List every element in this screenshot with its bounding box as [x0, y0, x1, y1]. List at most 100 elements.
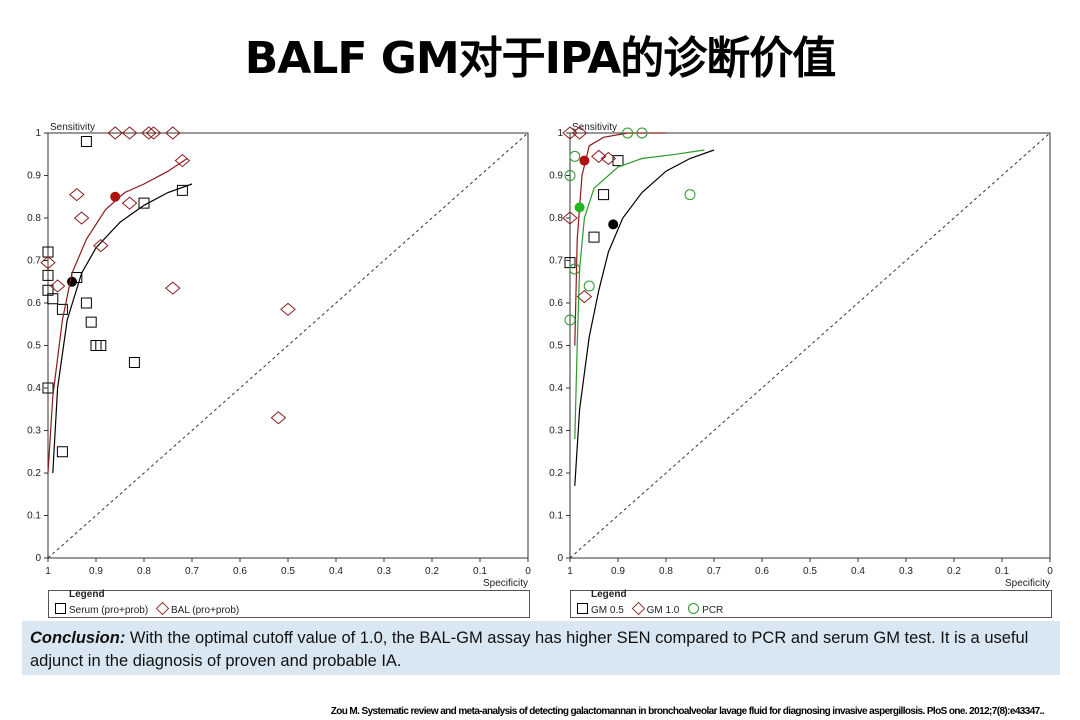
y-tick-label: 0.5 [27, 341, 41, 352]
study-point-square [598, 189, 610, 201]
conclusion-box: Conclusion: With the optimal cutoff valu… [22, 621, 1060, 675]
x-tick-label: 0.6 [233, 566, 247, 577]
study-point-square [80, 297, 92, 309]
sroc-curve [574, 132, 666, 346]
x-tick-label: 0.1 [995, 566, 1009, 577]
legend-left: Legend Serum (pro+prob) BAL (pro+prob) [48, 589, 530, 618]
legend-item-pcr: PCR [688, 603, 723, 616]
x-axis-label: Specificity [483, 578, 528, 588]
y-tick-label: 0.6 [27, 298, 41, 309]
study-point-diamond [280, 302, 296, 317]
x-tick-label: 0.8 [659, 566, 673, 577]
x-tick-label: 0.5 [803, 566, 817, 577]
study-point-square [42, 269, 54, 281]
diamond-marker-icon [631, 601, 645, 616]
x-tick-label: 0.6 [755, 566, 769, 577]
study-point-square [95, 340, 107, 351]
legend-right: Legend GM 0.5 GM 1.0 PCR [570, 589, 1052, 618]
study-point-square [85, 316, 97, 328]
sroc-curve [574, 149, 715, 486]
study-point-square [56, 446, 68, 458]
study-point-diamond [73, 211, 90, 225]
x-tick-label: 0 [1047, 566, 1053, 577]
x-tick-label: 0.9 [89, 566, 103, 577]
square-marker-icon [577, 603, 588, 614]
y-axis-label: Sensitivity [572, 122, 617, 133]
study-point-diamond [571, 126, 588, 140]
study-point-diamond [121, 126, 138, 140]
summary-point [608, 219, 619, 230]
sroc-chart-right: 1 0.9 0.8 0.7 0.6 0.5 0.4 0.3 0.2 0.1 0 0 0.1 0.2 0.3 0… [540, 118, 1060, 618]
y-axis-label: Sensitivity [50, 122, 95, 133]
y-tick-label: 0.6 [549, 298, 563, 309]
legend-title: Legend [69, 589, 105, 600]
study-point-diamond [600, 151, 617, 166]
x-tick-label: 0.8 [137, 566, 151, 577]
x-tick-label: 0.7 [185, 566, 199, 577]
summary-point [67, 276, 77, 287]
y-tick-label: 0.4 [549, 383, 563, 394]
legend-item-gm05: GM 0.5 [577, 603, 624, 616]
study-point-square [42, 382, 54, 394]
y-tick-label: 0.2 [549, 468, 563, 479]
y-tick-label: 1 [35, 128, 41, 139]
y-tick-label: 0.7 [27, 256, 41, 267]
x-tick-label: 0.5 [281, 566, 295, 577]
legend-item-serum: Serum (pro+prob) [55, 603, 148, 616]
y-tick-label: 0 [557, 553, 563, 564]
x-tick-label: 0.9 [611, 566, 625, 577]
square-marker-icon [55, 603, 66, 614]
x-tick-label: 0.3 [899, 566, 913, 577]
legend-item-gm10: GM 1.0 [631, 601, 679, 616]
study-point-diamond [93, 238, 109, 253]
study-point-diamond [49, 279, 66, 293]
sroc-curve [47, 157, 188, 474]
study-point-diamond [591, 149, 607, 164]
study-point-circle [622, 127, 634, 139]
x-axis-label: Specificity [1005, 578, 1050, 588]
study-point-square [176, 184, 188, 196]
study-point-square [47, 293, 59, 305]
study-point-circle [569, 150, 581, 162]
y-tick-label: 0.8 [27, 213, 41, 224]
study-point-diamond [121, 196, 138, 210]
study-point-circle [569, 263, 581, 275]
y-tick-label: 0.4 [27, 383, 41, 394]
y-tick-label: 0.3 [27, 426, 41, 437]
study-point-square [588, 231, 600, 243]
y-tick-label: 0.8 [549, 213, 563, 224]
y-tick-label: 0.1 [549, 511, 563, 522]
study-point-diamond [141, 126, 157, 140]
study-point-square [56, 303, 68, 315]
y-tick-label: 0 [35, 553, 41, 564]
x-tick-label: 0.4 [329, 566, 343, 577]
sroc-chart-left: 1 0.9 0.8 0.7 0.6 0.5 0.4 0.3 0.2 0.1 0 0 0.1 0.2 0.3 0… [18, 118, 538, 618]
x-tick-label: 0.2 [947, 566, 961, 577]
legend-title: Legend [591, 589, 627, 600]
study-point-circle [636, 127, 648, 139]
chance-diagonal-line [569, 132, 1051, 559]
x-tick-label: 1 [567, 566, 573, 577]
study-point-diamond [165, 281, 181, 295]
y-tick-label: 0.2 [27, 468, 41, 479]
y-tick-label: 1 [557, 128, 563, 139]
study-point-square [138, 197, 150, 209]
sroc-plot-left: 1 0.9 0.8 0.7 0.6 0.5 0.4 0.3 0.2 0.1 0 0 0.1 0.2 0.3 0… [27, 122, 531, 588]
chance-diagonal-line [47, 132, 529, 559]
x-tick-label: 0.3 [377, 566, 391, 577]
x-tick-label: 1 [45, 566, 51, 577]
y-tick-label: 0.1 [27, 511, 41, 522]
diamond-marker-icon [155, 601, 170, 616]
sroc-curve [574, 149, 705, 440]
study-point-diamond [145, 126, 162, 140]
conclusion-text: With the optimal cutoff value of 1.0, th… [30, 629, 1029, 670]
x-tick-label: 0.2 [425, 566, 439, 577]
study-point-circle [564, 314, 576, 326]
study-point-diamond [270, 411, 287, 425]
study-point-diamond [40, 255, 56, 270]
summary-point [579, 155, 590, 166]
citation: Zou M. Systematic review and meta-analys… [330, 706, 1045, 717]
y-tick-label: 0.5 [549, 341, 563, 352]
page-title: BALF GM对于IPA的诊断价值 [244, 33, 837, 84]
study-point-square [128, 357, 140, 368]
